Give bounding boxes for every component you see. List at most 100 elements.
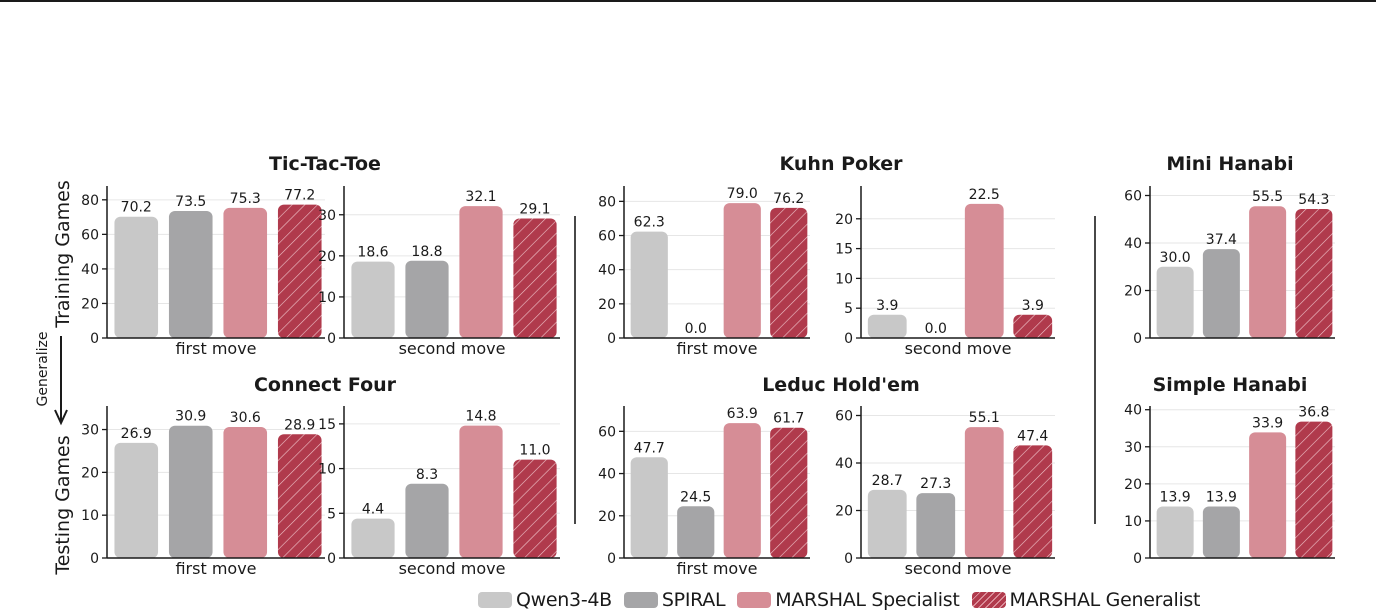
- bar-value-label: 73.5: [175, 194, 206, 210]
- y-tick-label: 30: [1124, 440, 1142, 456]
- bar-value-label: 61.7: [773, 411, 804, 427]
- bar: [867, 489, 907, 558]
- bar-value-label: 62.3: [634, 215, 665, 231]
- bar: [168, 211, 213, 338]
- bar-value-label: 18.6: [357, 245, 388, 261]
- y-tick-label: 10: [81, 508, 99, 524]
- x-axis-label: second move: [905, 339, 1012, 358]
- chart-title: Connect Four: [254, 374, 397, 396]
- y-tick-label: 20: [81, 296, 99, 312]
- y-tick-label: 0: [844, 331, 853, 347]
- chart-title: Simple Hanabi: [1153, 374, 1308, 396]
- separators: [574, 216, 1096, 524]
- bar-panel: 0 20 40 60 80 70.2 73.5 75.3 77.2 first move: [81, 186, 325, 358]
- bar-panel: 0 20 40 60 30.0 37.4 55.5 54.3: [1124, 186, 1335, 347]
- bar: [513, 218, 557, 338]
- row-label-training: Training Games: [52, 180, 74, 328]
- chart-title: Tic-Tac-Toe: [269, 153, 381, 175]
- bar-panel: 0 10 20 30 26.9 30.9 30.6 28.9 first move: [81, 406, 325, 578]
- y-tick-label: 30: [318, 208, 336, 224]
- bar: [630, 457, 668, 558]
- y-tick-label: 0: [844, 551, 853, 567]
- bar-value-label: 47.7: [634, 440, 665, 456]
- bar: [1202, 506, 1240, 558]
- bar-value-label: 28.7: [872, 473, 903, 489]
- bar-value-label: 54.3: [1298, 192, 1329, 208]
- y-tick-label: 5: [327, 506, 336, 522]
- y-tick-label: 80: [598, 194, 616, 210]
- bar-value-label: 30.6: [230, 410, 261, 426]
- bar-value-label: 11.0: [519, 443, 550, 459]
- bar-panel: 0 20 40 60 28.7 27.3 55.1 47.4 second move: [835, 406, 1055, 578]
- y-tick-label: 20: [835, 212, 853, 228]
- bar-value-label: 47.4: [1017, 428, 1048, 444]
- bar: [770, 427, 808, 558]
- row-label-testing: Testing Games: [52, 435, 74, 575]
- bar: [351, 261, 395, 338]
- y-tick-label: 5: [844, 301, 853, 317]
- bar: [1295, 421, 1333, 558]
- bar: [405, 483, 449, 558]
- x-axis-label: first move: [676, 339, 757, 358]
- legend-swatch-qwen: [478, 592, 512, 608]
- bar-value-label: 55.1: [969, 410, 1000, 426]
- x-axis-label: first move: [676, 559, 757, 578]
- bar: [1156, 266, 1194, 338]
- bar-value-label: 26.9: [121, 426, 152, 442]
- bar: [677, 506, 715, 558]
- bar: [723, 423, 761, 558]
- row-labels: Training Games Testing Games Generalize: [35, 180, 74, 575]
- bar-value-label: 22.5: [969, 187, 1000, 203]
- legend-item-spiral: SPIRAL: [623, 589, 726, 611]
- x-axis-label: second move: [399, 559, 506, 578]
- bar-value-label: 4.4: [362, 502, 384, 518]
- bar-value-label: 55.5: [1252, 189, 1283, 205]
- bar: [630, 231, 668, 338]
- y-tick-label: 40: [598, 467, 616, 483]
- y-tick-label: 60: [81, 227, 99, 243]
- bar-value-label: 3.9: [1022, 298, 1044, 314]
- bar: [459, 425, 503, 558]
- bar-value-label: 3.9: [876, 298, 898, 314]
- y-tick-label: 20: [81, 465, 99, 481]
- bar-panel: 0 10 20 30 18.6 18.8 32.1 29.1 second move: [318, 186, 560, 358]
- bar: [867, 314, 907, 338]
- legend-item-marshal-generalist: MARSHAL Generalist: [971, 589, 1200, 611]
- y-tick-label: 0: [607, 331, 616, 347]
- legend-swatch-marshal-generalist: [971, 592, 1006, 608]
- y-tick-label: 10: [1124, 514, 1142, 530]
- y-tick-label: 60: [1124, 189, 1142, 205]
- bar: [1249, 432, 1287, 558]
- y-tick-label: 0: [327, 331, 336, 347]
- y-tick-label: 20: [1124, 284, 1142, 300]
- y-tick-label: 80: [81, 193, 99, 209]
- y-tick-label: 15: [318, 417, 336, 433]
- bar-value-label: 33.9: [1252, 415, 1283, 431]
- legend-label: MARSHAL Specialist: [775, 589, 960, 611]
- bar: [114, 216, 159, 338]
- y-tick-label: 60: [598, 229, 616, 245]
- bar-value-label: 30.9: [175, 409, 206, 425]
- top-rule: [0, 0, 1376, 2]
- bar-panel: 0 5 10 15 4.4 8.3 14.8 11.0 second move: [318, 406, 560, 578]
- x-axis-label: first move: [175, 339, 256, 358]
- bar: [770, 207, 808, 338]
- bar-value-label: 70.2: [121, 200, 152, 216]
- bar-value-label: 18.8: [411, 244, 442, 260]
- x-axis-label: second move: [399, 339, 506, 358]
- legend: Qwen3-4B SPIRAL MARSHAL Specialist MARSH…: [478, 588, 1200, 612]
- y-tick-label: 30: [81, 423, 99, 439]
- y-tick-label: 0: [90, 331, 99, 347]
- x-axis-label: second move: [905, 559, 1012, 578]
- bar: [223, 426, 268, 558]
- y-tick-label: 10: [835, 271, 853, 287]
- legend-item-qwen: Qwen3-4B: [478, 589, 612, 611]
- y-tick-label: 20: [1124, 477, 1142, 493]
- x-axis-label: first move: [175, 559, 256, 578]
- y-tick-label: 0: [1133, 551, 1142, 567]
- generalize-label: Generalize: [35, 331, 51, 406]
- y-tick-label: 40: [598, 263, 616, 279]
- chart-title: Leduc Hold'em: [762, 374, 920, 396]
- bar: [513, 459, 557, 558]
